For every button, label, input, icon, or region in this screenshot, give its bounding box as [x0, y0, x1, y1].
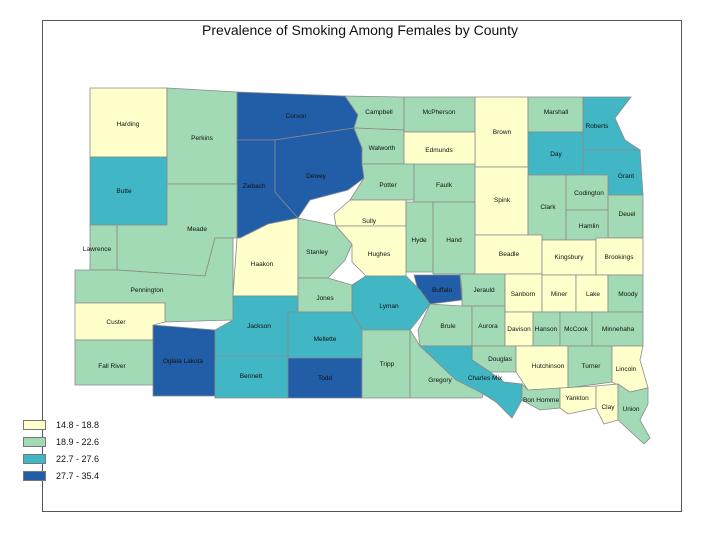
county-label-lawrence: Lawrence — [83, 246, 112, 253]
county-label-fall-river: Fall River — [98, 363, 126, 370]
county-label-meade: Meade — [187, 226, 207, 233]
county-label-jones: Jones — [316, 295, 334, 302]
county-label-harding: Harding — [117, 121, 140, 128]
county-label-kingsbury: Kingsbury — [555, 254, 585, 261]
county-label-miner: Miner — [551, 291, 568, 298]
legend-swatch — [23, 419, 46, 430]
county-label-brookings: Brookings — [605, 254, 635, 261]
county-label-davison: Davison — [507, 326, 531, 333]
county-label-buffalo: Buffalo — [432, 287, 453, 294]
county-label-bennett: Bennett — [240, 373, 263, 380]
county-label-mellette: Mellette — [314, 336, 337, 343]
county-label-gregory: Gregory — [428, 377, 452, 384]
county-label-deuel: Deuel — [619, 211, 637, 218]
county-label-perkins: Perkins — [191, 135, 213, 142]
county-label-turner: Turner — [582, 363, 602, 370]
county-label-hutchinson: Hutchinson — [532, 363, 565, 370]
county-label-spink: Spink — [494, 197, 511, 204]
county-label-sully: Sully — [362, 218, 377, 225]
legend-item: 27.7 - 35.4 — [23, 467, 99, 484]
county-label-aurora: Aurora — [478, 323, 498, 330]
county-label-sanborn: Sanborn — [511, 291, 536, 298]
county-label-codington: Codington — [574, 190, 604, 197]
county-yankton — [559, 385, 597, 415]
county-labels: Harding Perkins Corson Campbell McPherson Bro… — [83, 109, 640, 413]
county-label-roberts: Roberts — [586, 123, 610, 130]
county-label-oglala-lakota: Oglala Lakota — [163, 358, 203, 365]
county-label-custer: Custer — [106, 319, 126, 326]
legend-swatch — [23, 470, 46, 481]
county-label-hughes: Hughes — [368, 251, 391, 258]
legend: 14.8 - 18.8 18.9 - 22.6 22.7 - 27.6 27.7… — [23, 416, 99, 484]
county-label-marshall: Marshall — [544, 109, 569, 116]
county-label-corson: Corson — [286, 113, 307, 120]
county-label-yankton: Yankton — [565, 395, 589, 402]
map-title: Prevalence of Smoking Among Females by C… — [202, 22, 518, 38]
county-label-edmunds: Edmunds — [425, 147, 453, 154]
county-label-todd: Todd — [318, 375, 332, 382]
county-label-haakon: Haakon — [251, 261, 274, 268]
county-label-lincoln: Lincoln — [616, 366, 637, 373]
county-label-faulk: Faulk — [436, 182, 453, 189]
county-label-day: Day — [550, 151, 562, 158]
county-union — [617, 383, 651, 445]
county-label-brown: Brown — [493, 129, 512, 136]
county-label-jackson: Jackson — [247, 323, 271, 330]
county-label-dewey: Dewey — [306, 173, 327, 180]
county-label-hand: Hand — [446, 237, 462, 244]
county-label-minnehaha: Minnehaha — [602, 326, 635, 333]
legend-swatch — [23, 453, 46, 464]
county-label-union: Union — [623, 406, 640, 413]
county-label-mcpherson: McPherson — [423, 109, 456, 116]
legend-label: 14.8 - 18.8 — [56, 419, 100, 430]
county-label-bon-homme: Bon Homme — [523, 397, 560, 404]
legend-item: 22.7 - 27.6 — [23, 450, 99, 467]
county-label-moody: Moody — [618, 291, 638, 298]
county-polygons — [74, 87, 651, 445]
county-label-grant: Grant — [618, 173, 634, 180]
county-label-potter: Potter — [379, 182, 397, 189]
legend-label: 22.7 - 27.6 — [56, 453, 100, 464]
county-label-beadle: Beadle — [499, 251, 520, 258]
county-label-charles-mix: Charles Mix — [468, 375, 503, 382]
county-mellette — [287, 311, 363, 359]
county-label-mccook: McCook — [564, 326, 589, 333]
legend-item: 18.9 - 22.6 — [23, 433, 99, 450]
legend-swatch — [23, 436, 46, 447]
county-label-hamlin: Hamlin — [579, 223, 600, 230]
county-label-jerauld: Jerauld — [473, 287, 495, 294]
county-label-lake: Lake — [586, 291, 600, 298]
county-label-clay: Clay — [601, 404, 615, 411]
county-label-hyde: Hyde — [411, 237, 427, 244]
county-label-clark: Clark — [540, 204, 556, 211]
county-label-douglas: Douglas — [488, 356, 513, 363]
legend-label: 27.7 - 35.4 — [56, 470, 100, 481]
county-label-brule: Brule — [440, 323, 456, 330]
county-label-hanson: Hanson — [535, 326, 558, 333]
legend-item: 14.8 - 18.8 — [23, 416, 99, 433]
county-label-pennington: Pennington — [131, 287, 164, 294]
county-label-ziebach: Ziebach — [242, 183, 266, 190]
county-label-butte: Butte — [116, 188, 132, 195]
county-label-campbell: Campbell — [365, 109, 393, 116]
county-label-stanley: Stanley — [306, 249, 328, 256]
county-label-walworth: Walworth — [369, 145, 396, 152]
county-label-tripp: Tripp — [380, 361, 395, 368]
county-label-lyman: Lyman — [379, 303, 399, 310]
legend-label: 18.9 - 22.6 — [56, 436, 100, 447]
county-clay — [595, 383, 619, 425]
